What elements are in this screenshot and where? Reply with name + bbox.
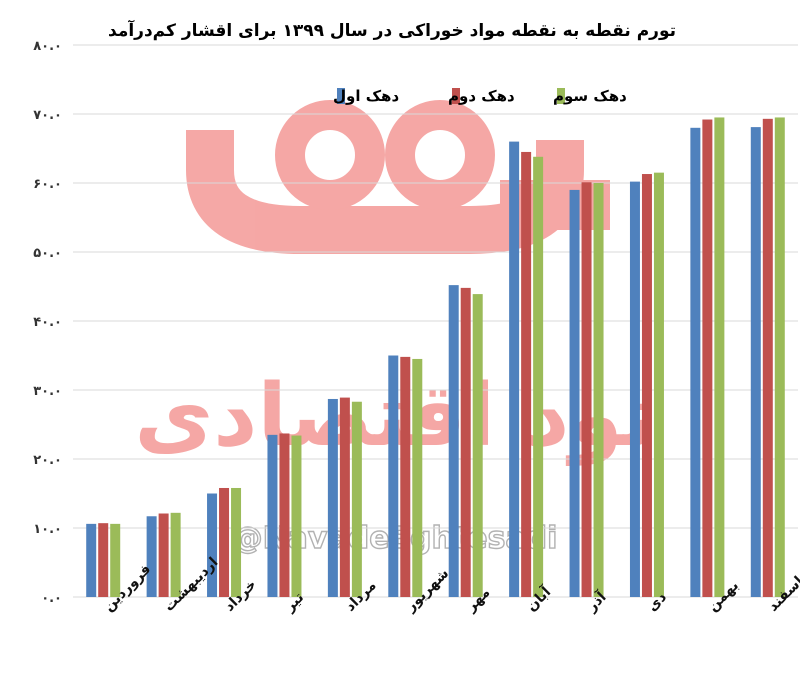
y-tick-label: ۰.۰ [41, 591, 62, 606]
legend-label: دهک اول [333, 87, 399, 105]
bar-3-10 [653, 172, 664, 597]
bar-2-5 [339, 397, 350, 597]
y-axis-ticks: ۰.۰ ۱۰.۰ ۲۰.۰ ۳۰.۰ ۴۰.۰ ۵۰.۰ ۶۰.۰ ۷۰.۰ ۸۰.۰ [33, 39, 62, 606]
chart-title: تورم نقطه به نقطه مواد خوراکی در سال ۱۳۹… [108, 19, 676, 41]
bar-1-10 [629, 181, 640, 597]
watermark-logo-mark [186, 130, 584, 254]
bar-3-3 [231, 487, 242, 597]
bars [86, 117, 785, 598]
bar-1-8 [509, 141, 520, 597]
bar-2-11 [702, 119, 713, 598]
bar-3-5 [351, 401, 362, 597]
bar-1-12 [750, 127, 761, 598]
legend-label: دهک سوم [553, 87, 627, 105]
bar-1-4 [267, 434, 278, 597]
bar-3-12 [774, 117, 785, 597]
bar-1-7 [448, 285, 459, 597]
bar-1-5 [327, 398, 338, 597]
bar-2-2 [158, 513, 169, 597]
bar-1-1 [86, 523, 97, 597]
y-tick-label: ۵۰.۰ [33, 246, 62, 261]
bar-3-8 [533, 156, 544, 597]
legend: دهک اول دهک دوم دهک سوم [333, 87, 627, 105]
y-tick-label: ۱۰.۰ [33, 522, 62, 537]
bar-2-6 [400, 356, 411, 597]
legend-swatch [557, 88, 565, 104]
bar-1-6 [388, 355, 399, 597]
legend-swatch [452, 88, 460, 104]
legend-label: دهک دوم [448, 87, 515, 105]
bar-2-10 [641, 174, 652, 597]
x-tick-label: فروردین [101, 561, 155, 615]
watermark-logo-dot [385, 100, 495, 210]
bar-3-7 [472, 294, 483, 597]
bar-3-6 [412, 358, 423, 597]
bar-3-2 [170, 512, 181, 597]
bar-3-11 [714, 117, 725, 597]
watermark-logo-dot [275, 100, 385, 210]
bar-2-1 [98, 523, 109, 597]
y-tick-label: ۸۰.۰ [33, 39, 62, 54]
y-tick-label: ۲۰.۰ [33, 453, 62, 468]
bar-2-9 [581, 182, 592, 597]
y-tick-label: ۷۰.۰ [33, 108, 62, 123]
bar-1-11 [690, 127, 701, 598]
bar-2-7 [460, 287, 471, 597]
bar-1-9 [569, 189, 580, 597]
bar-1-2 [146, 516, 157, 597]
gridlines [73, 44, 798, 598]
y-tick-label: ۴۰.۰ [33, 315, 62, 330]
watermark-logo [186, 100, 610, 254]
bar-2-4 [279, 433, 290, 597]
y-tick-label: ۶۰.۰ [33, 177, 62, 192]
bar-2-8 [521, 151, 532, 597]
bar-2-3 [219, 487, 230, 597]
y-tick-label: ۳۰.۰ [33, 384, 62, 399]
legend-swatch [337, 88, 345, 104]
bar-1-3 [207, 493, 218, 597]
bar-3-1 [110, 523, 121, 597]
bar-3-4 [291, 435, 302, 597]
bar-2-12 [762, 118, 773, 597]
bar-3-9 [593, 183, 604, 597]
